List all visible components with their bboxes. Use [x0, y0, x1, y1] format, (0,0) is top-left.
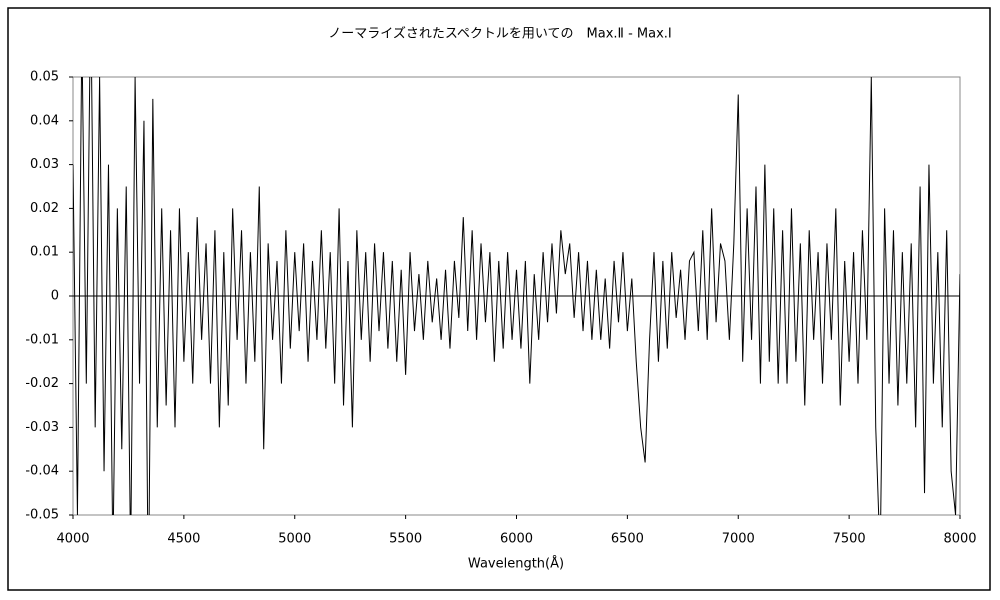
spectrum-line: [73, 77, 960, 515]
x-tick-label: 5500: [389, 532, 422, 547]
x-tick-label: 4500: [167, 532, 200, 547]
y-tick-label: 0.02: [30, 201, 59, 216]
y-tick-label: -0.02: [25, 376, 59, 391]
y-tick-label: 0: [51, 289, 59, 304]
x-axis-label: Wavelength(Å): [468, 556, 564, 572]
y-tick-label: 0.01: [30, 245, 59, 260]
y-tick-label: -0.01: [25, 332, 59, 347]
y-tick-label: -0.03: [25, 420, 59, 435]
chart-title: ノーマライズされたスペクトルを用いての Max.Ⅱ - Max.Ⅰ: [328, 26, 672, 42]
x-tick-label: 5000: [278, 532, 311, 547]
x-tick-label: 8000: [943, 532, 976, 547]
y-tick-label: 0.05: [30, 70, 59, 85]
x-tick-label: 4000: [56, 532, 89, 547]
x-tick-label: 7500: [833, 532, 866, 547]
x-tick-label: 7000: [722, 532, 755, 547]
y-tick-label: -0.05: [25, 508, 59, 523]
y-tick-label: -0.04: [25, 464, 59, 479]
x-tick-label: 6000: [500, 532, 533, 547]
y-tick-label: 0.03: [30, 157, 59, 172]
y-tick-label: 0.04: [30, 113, 59, 128]
x-tick-label: 6500: [611, 532, 644, 547]
